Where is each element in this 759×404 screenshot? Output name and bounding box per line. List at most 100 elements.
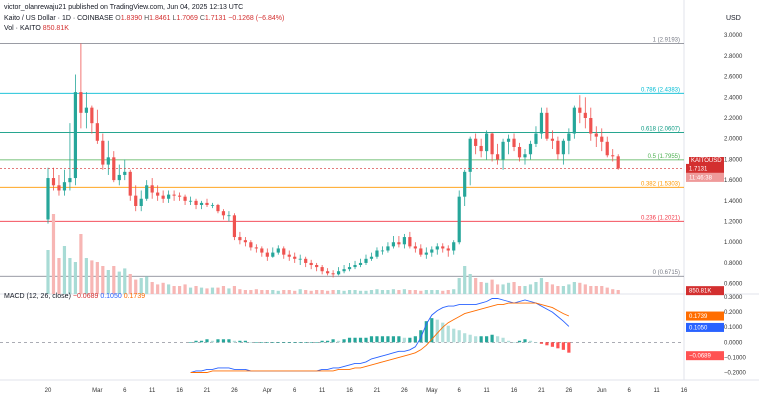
ohlc-open: 1.8390: [120, 15, 143, 22]
candle-body: [205, 202, 209, 205]
volume-bar: [260, 290, 264, 294]
volume-bar: [309, 290, 313, 294]
macd-histogram-bar: [336, 340, 341, 343]
countdown-tag-bg: [686, 172, 724, 182]
volume-bar: [315, 290, 319, 294]
time-tick-label: Jun: [597, 388, 607, 394]
volume-bar: [57, 258, 61, 294]
macd-histogram-bar: [534, 342, 538, 343]
macd-histogram-bar: [276, 342, 280, 343]
last-price-tag-bg: [686, 163, 724, 173]
time-tick-label: Apr: [263, 388, 272, 394]
volume-bar: [331, 290, 335, 294]
candle-body: [342, 269, 346, 272]
macd-histogram-bar: [249, 342, 253, 343]
candle-body: [397, 242, 401, 245]
ohlc-o-label: O: [115, 15, 121, 22]
volume-bar: [506, 282, 511, 294]
volume-bar: [534, 282, 538, 294]
macd-histogram-bar: [199, 340, 204, 343]
volume-bar: [172, 286, 176, 294]
macd-line: [190, 298, 570, 373]
macd-hist-tag-bg: [686, 351, 724, 361]
volume-bar: [79, 234, 83, 294]
volume-bar: [485, 282, 489, 294]
axes: 0.6000 0.8000 1.0000 1.2000 1.4000 1.6000 1.80…: [45, 33, 747, 394]
volume-bar: [238, 289, 242, 294]
volume-bar: [474, 278, 478, 294]
macd-histogram-bar: [561, 342, 565, 350]
candle-body: [408, 237, 412, 247]
time-tick-label: 26: [566, 388, 573, 394]
macd-tick-label: −0.1000: [724, 355, 747, 361]
candle-body: [177, 195, 182, 197]
candle-body: [123, 171, 127, 175]
price-tick-label: 2.8000: [724, 54, 743, 60]
volume-bar: [435, 290, 439, 294]
price-tick-label: 1.6000: [724, 178, 743, 184]
candle-body: [506, 138, 511, 142]
volume-bar: [336, 290, 341, 294]
candle-body: [320, 267, 324, 272]
candle-body: [167, 194, 171, 199]
candle-body: [282, 248, 286, 255]
macd-histogram-bar: [326, 340, 330, 343]
candle-body: [545, 112, 549, 139]
candle-body: [199, 202, 204, 205]
candle-body: [534, 133, 538, 144]
candle-body: [402, 237, 406, 245]
publisher-text: victor_olanrewaju21 published on Trading…: [4, 4, 244, 11]
volume-bar: [68, 258, 72, 294]
macd-histogram-bar: [358, 337, 363, 343]
price-tick-label: 2.2000: [724, 116, 743, 122]
macd-histogram-bar: [386, 336, 390, 343]
time-tick-label: 11: [149, 388, 156, 394]
candle-body: [611, 155, 615, 157]
macd-histogram-bar: [419, 330, 423, 343]
candle-body: [315, 265, 319, 268]
candle-body: [106, 157, 110, 165]
candle-body: [293, 256, 297, 259]
volume-bar: [611, 289, 615, 294]
volume-bar: [594, 286, 598, 294]
volume-bar: [550, 284, 555, 294]
price-tick-label: 0.8000: [724, 261, 743, 267]
macd-label: MACD (12, 26, close): [4, 293, 71, 300]
volume-bar: [320, 290, 324, 294]
volume-bar: [342, 290, 346, 294]
macd-histogram-bar: [320, 340, 324, 343]
volume-bar: [183, 284, 187, 294]
candle-body: [145, 185, 149, 199]
macd-histogram-bar: [238, 340, 242, 343]
candle-body: [210, 204, 215, 206]
macd-histogram-bar: [369, 336, 374, 343]
time-tick-label: 21: [538, 388, 545, 394]
price-tick-label: 1.2000: [724, 220, 743, 226]
candle-body: [369, 256, 374, 259]
volume-bar: [188, 287, 193, 294]
volume-bar: [353, 290, 357, 294]
macd-histogram-bar: [463, 333, 467, 343]
candle-body: [358, 262, 363, 266]
fib-label: 0 (0.6715): [653, 270, 680, 276]
macd-signal-value: 0.1739: [123, 293, 146, 300]
candle-body: [452, 242, 456, 251]
candle-body: [68, 178, 72, 183]
candle-body: [589, 118, 593, 134]
candles: [0, 43, 684, 278]
macd-histogram-bar: [375, 336, 379, 343]
candle-body: [73, 92, 78, 179]
macd-histogram-bar: [539, 342, 544, 344]
volume-bar: [572, 282, 576, 294]
volume-bar: [90, 260, 94, 294]
fib-label: 0.382 (1.5303): [641, 181, 680, 187]
ticker-tag: KAITOUSD: [689, 157, 724, 165]
macd-pane: [0, 298, 684, 373]
macd-tick-label: 0.1000: [724, 325, 743, 331]
macd-histogram-bar: [452, 328, 456, 343]
volume-bar: [243, 290, 247, 294]
macd-histogram-bar: [523, 339, 527, 343]
macd-hist-tag: −0.0689: [689, 354, 712, 360]
volume-bar: [199, 287, 204, 294]
